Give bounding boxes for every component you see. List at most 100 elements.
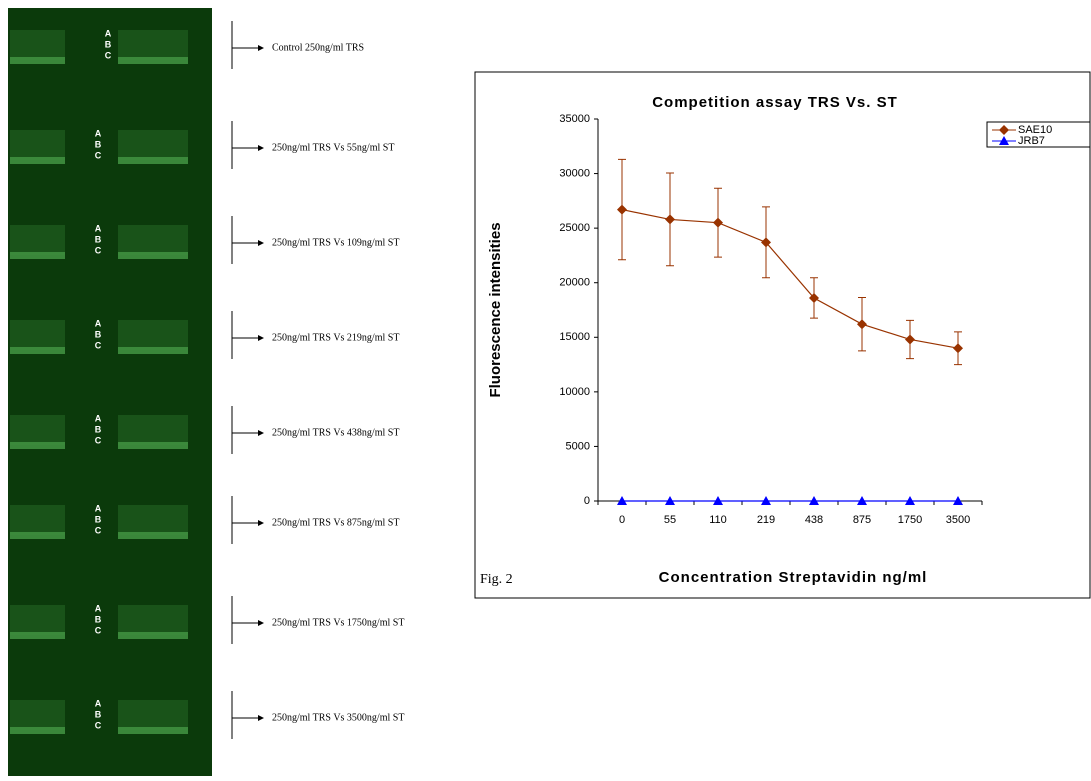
spot-row [10,347,65,354]
spot-letter: A [95,503,102,513]
spot-block [118,505,188,535]
spot-block [10,415,65,445]
series-line [621,209,959,349]
spot-row [118,442,188,449]
x-tick-label: 55 [664,514,676,526]
spot-letter: C [95,340,102,350]
spot-block [10,700,65,730]
chart-frame [474,71,1091,599]
spot-block [118,225,188,255]
spot-row [10,252,65,259]
x-tick-label: 219 [757,514,775,526]
legend [986,121,1091,148]
spot-letter: C [105,50,112,60]
arrow-head [258,620,264,626]
row-label: 250ng/ml TRS Vs 438ng/ml ST [272,427,399,438]
marker [999,125,1009,135]
x-tick-label: 875 [853,514,871,526]
spot-letter: A [95,223,102,233]
spot-letter: A [105,28,112,38]
row-label: 250ng/ml TRS Vs 1750ng/ml ST [272,617,404,628]
x-tick-label: 3500 [946,514,970,526]
spot-letter: A [95,128,102,138]
spot-letter: C [95,525,102,535]
x-axis-title: Concentration Streptavidin ng/ml [659,569,928,586]
spot-row [10,57,65,64]
spot-letter: B [95,424,102,434]
marker [857,496,867,505]
spot-letter: C [95,245,102,255]
y-tick-label: 0 [584,495,590,507]
spot-row [10,157,65,164]
spot-letter: A [95,603,102,613]
marker [857,319,867,330]
spot-block [10,320,65,350]
marker [809,292,819,303]
spot-row [118,57,188,64]
marker [905,334,915,345]
spot-letter: C [95,625,102,635]
y-tick-label: 35000 [559,113,590,125]
arrow-head [258,520,264,526]
row-label: 250ng/ml TRS Vs 875ng/ml ST [272,517,399,528]
row-label: 250ng/ml TRS Vs 55ng/ml ST [272,142,394,153]
spot-letter: C [95,150,102,160]
y-tick-label: 20000 [559,277,590,289]
spot-letter: A [95,413,102,423]
spot-row [10,727,65,734]
arrow-head [258,145,264,151]
spot-block [10,130,65,160]
marker [617,496,627,505]
marker [809,496,819,505]
marker [761,496,771,505]
legend-label: SAE10 [1018,124,1052,136]
spot-letter: B [95,139,102,149]
x-tick-label: 1750 [898,514,922,526]
row-label: 250ng/ml TRS Vs 219ng/ml ST [272,332,399,343]
spot-block [118,700,188,730]
spot-block [118,130,188,160]
y-tick-label: 5000 [566,440,590,452]
spot-letter: B [95,514,102,524]
arrow-head [258,335,264,341]
spot-block [10,30,65,60]
arrow-head [258,430,264,436]
spot-row [118,157,188,164]
marker [713,496,723,505]
spot-row [118,632,188,639]
y-axis-title: Fluorescence intensities [487,222,504,397]
spot-letter: A [95,318,102,328]
spot-block [118,415,188,445]
spot-block [118,320,188,350]
spot-block [10,225,65,255]
marker [999,136,1009,145]
marker [905,496,915,505]
spot-letter: C [95,435,102,445]
spot-letter: B [95,614,102,624]
spot-row [118,727,188,734]
spot-row [10,532,65,539]
spot-row [118,347,188,354]
marker [665,496,675,505]
annotation: Fig. 2 [480,572,513,587]
y-tick-label: 25000 [559,222,590,234]
x-tick-label: 438 [805,514,823,526]
y-tick-label: 30000 [559,167,590,179]
arrow-head [258,715,264,721]
spot-letter: B [95,709,102,719]
array-image [8,8,212,776]
spot-block [10,505,65,535]
spot-block [10,605,65,635]
arrow-head [258,240,264,246]
row-label: Control 250ng/ml TRS [272,42,364,53]
spot-block [118,30,188,60]
chart-title: Competition assay TRS Vs. ST [652,94,898,111]
marker [665,214,675,225]
x-tick-label: 110 [709,514,727,526]
marker [617,204,627,215]
spot-letter: B [95,234,102,244]
marker [713,217,723,228]
spot-block [118,605,188,635]
legend-label: JRB7 [1018,135,1045,147]
